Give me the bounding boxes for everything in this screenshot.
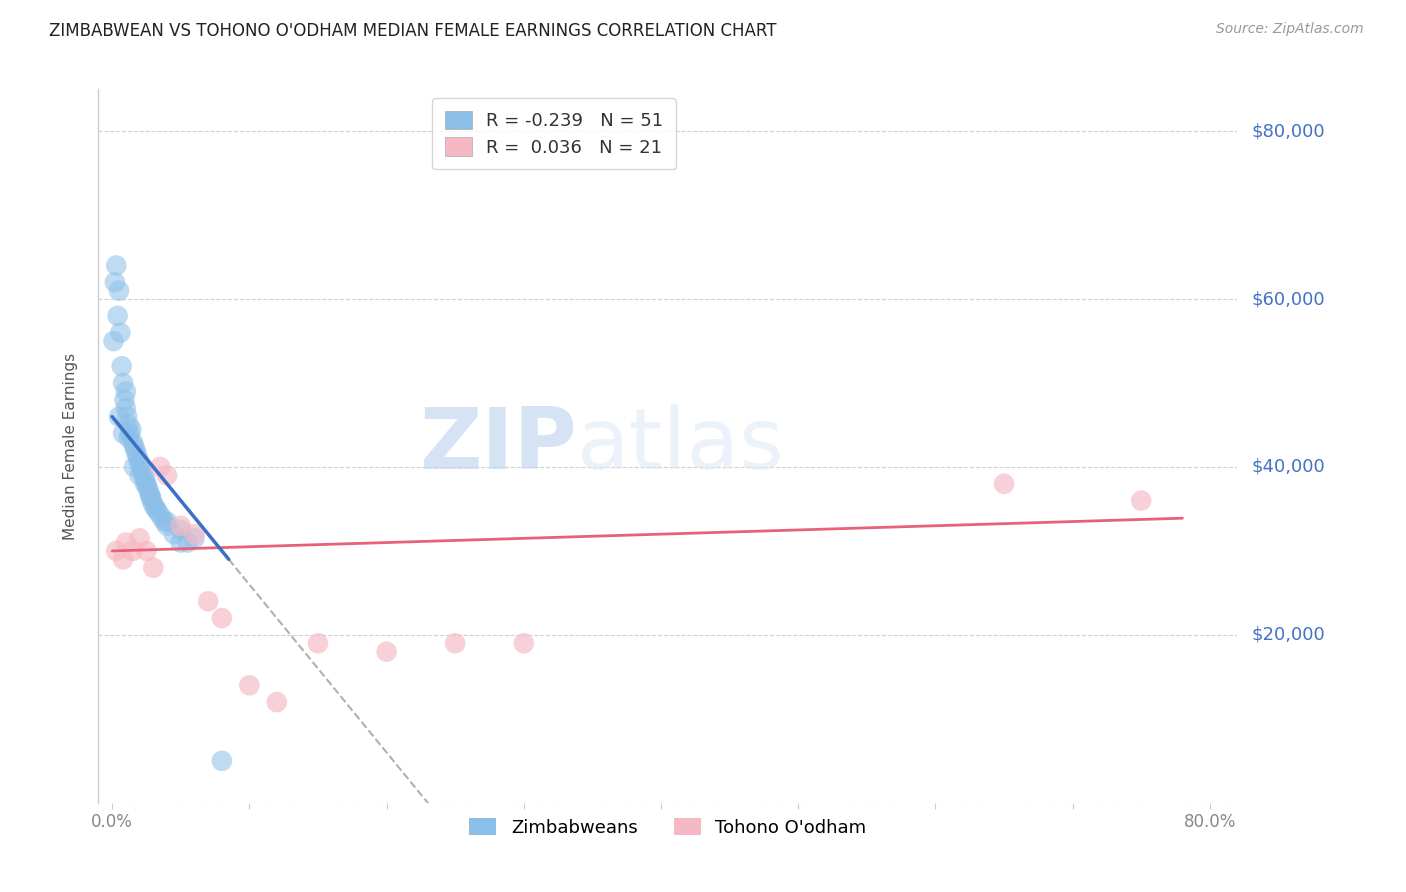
Point — [135, 476, 157, 491]
Text: Source: ZipAtlas.com: Source: ZipAtlas.com — [1216, 22, 1364, 37]
Point — [170, 535, 193, 549]
Point — [176, 535, 198, 549]
Point — [122, 439, 145, 453]
Point — [145, 502, 167, 516]
Point — [131, 464, 153, 478]
Point — [238, 678, 260, 692]
Point — [111, 359, 134, 374]
Point — [150, 510, 173, 524]
Point — [112, 376, 135, 390]
Point — [149, 460, 172, 475]
Point — [156, 515, 179, 529]
Text: atlas: atlas — [576, 404, 785, 488]
Point — [122, 460, 145, 475]
Point — [513, 636, 536, 650]
Point — [112, 552, 135, 566]
Point — [153, 515, 176, 529]
Point — [121, 544, 143, 558]
Point — [211, 611, 233, 625]
Point — [120, 422, 142, 436]
Point — [118, 426, 141, 441]
Point — [211, 754, 233, 768]
Point — [107, 309, 129, 323]
Point — [115, 409, 138, 424]
Point — [115, 401, 138, 416]
Y-axis label: Median Female Earnings: Median Female Earnings — [63, 352, 77, 540]
Point — [375, 645, 398, 659]
Point — [138, 485, 160, 500]
Point — [148, 506, 170, 520]
Point — [145, 502, 167, 516]
Point — [105, 259, 128, 273]
Point — [105, 544, 128, 558]
Point — [104, 275, 127, 289]
Point — [156, 518, 179, 533]
Point — [993, 476, 1015, 491]
Point — [142, 560, 165, 574]
Point — [114, 392, 136, 407]
Point — [156, 468, 179, 483]
Point — [134, 476, 156, 491]
Point — [266, 695, 288, 709]
Point — [183, 527, 205, 541]
Point — [197, 594, 219, 608]
Point — [125, 447, 148, 461]
Point — [139, 489, 162, 503]
Point — [135, 544, 157, 558]
Point — [128, 456, 150, 470]
Point — [170, 518, 193, 533]
Legend: Zimbabweans, Tohono O'odham: Zimbabweans, Tohono O'odham — [463, 811, 873, 844]
Point — [124, 443, 146, 458]
Point — [170, 523, 193, 537]
Point — [127, 451, 149, 466]
Text: $20,000: $20,000 — [1251, 626, 1324, 644]
Point — [134, 473, 156, 487]
Point — [129, 460, 152, 475]
Text: ZIP: ZIP — [419, 404, 576, 488]
Point — [115, 535, 138, 549]
Point — [444, 636, 467, 650]
Point — [141, 493, 163, 508]
Point — [142, 498, 165, 512]
Point — [103, 334, 125, 348]
Text: $80,000: $80,000 — [1251, 122, 1324, 140]
Point — [183, 532, 205, 546]
Point — [128, 532, 150, 546]
Point — [108, 409, 131, 424]
Point — [163, 527, 186, 541]
Point — [112, 426, 135, 441]
Point — [132, 468, 155, 483]
Text: ZIMBABWEAN VS TOHONO O'ODHAM MEDIAN FEMALE EARNINGS CORRELATION CHART: ZIMBABWEAN VS TOHONO O'ODHAM MEDIAN FEMA… — [49, 22, 776, 40]
Text: $40,000: $40,000 — [1251, 458, 1324, 476]
Point — [128, 468, 150, 483]
Text: $60,000: $60,000 — [1251, 290, 1324, 308]
Point — [117, 431, 139, 445]
Point — [307, 636, 329, 650]
Point — [108, 284, 131, 298]
Point — [1130, 493, 1153, 508]
Point — [110, 326, 132, 340]
Point — [117, 417, 139, 432]
Point — [139, 489, 162, 503]
Point — [136, 481, 159, 495]
Point — [121, 434, 143, 449]
Point — [115, 384, 138, 399]
